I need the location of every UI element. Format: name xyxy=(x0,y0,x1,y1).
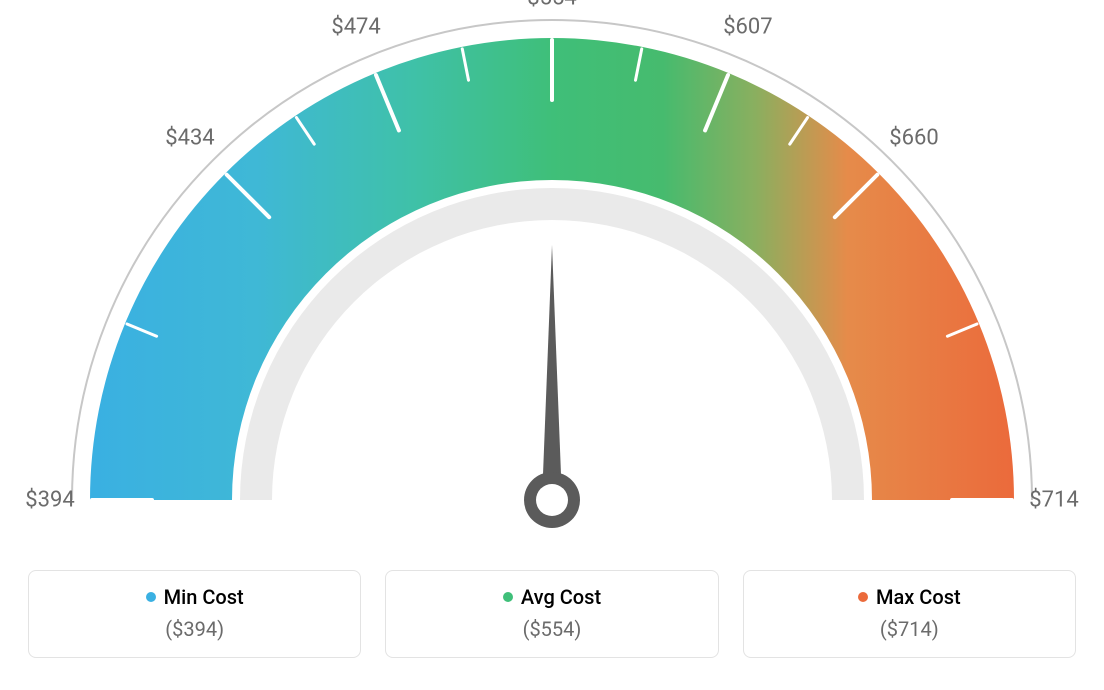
legend-card-min: Min Cost ($394) xyxy=(28,570,361,658)
gauge-tick-label: $660 xyxy=(889,125,938,150)
legend-title-max: Max Cost xyxy=(858,585,961,609)
legend-row: Min Cost ($394) Avg Cost ($554) Max Cost… xyxy=(0,570,1104,658)
legend-dot-max xyxy=(858,592,868,602)
legend-card-max: Max Cost ($714) xyxy=(743,570,1076,658)
legend-label-avg: Avg Cost xyxy=(521,585,601,609)
gauge-svg xyxy=(0,0,1104,560)
gauge-tick-label: $474 xyxy=(331,14,380,39)
legend-dot-avg xyxy=(503,592,513,602)
legend-value-avg: ($554) xyxy=(404,617,699,641)
gauge-tick-label: $394 xyxy=(25,488,74,513)
legend-title-min: Min Cost xyxy=(146,585,244,609)
gauge-tick-label: $607 xyxy=(723,14,772,39)
legend-title-avg: Avg Cost xyxy=(503,585,601,609)
legend-label-min: Min Cost xyxy=(164,585,244,609)
gauge-chart: $394 $434 $474 $554 $607 $660 $714 xyxy=(0,0,1104,560)
gauge-tick-label: $554 xyxy=(527,0,576,11)
legend-value-max: ($714) xyxy=(762,617,1057,641)
legend-dot-min xyxy=(146,592,156,602)
legend-value-min: ($394) xyxy=(47,617,342,641)
legend-label-max: Max Cost xyxy=(876,585,961,609)
gauge-tick-label: $714 xyxy=(1029,488,1078,513)
gauge-tick-label: $434 xyxy=(165,125,214,150)
legend-card-avg: Avg Cost ($554) xyxy=(385,570,718,658)
